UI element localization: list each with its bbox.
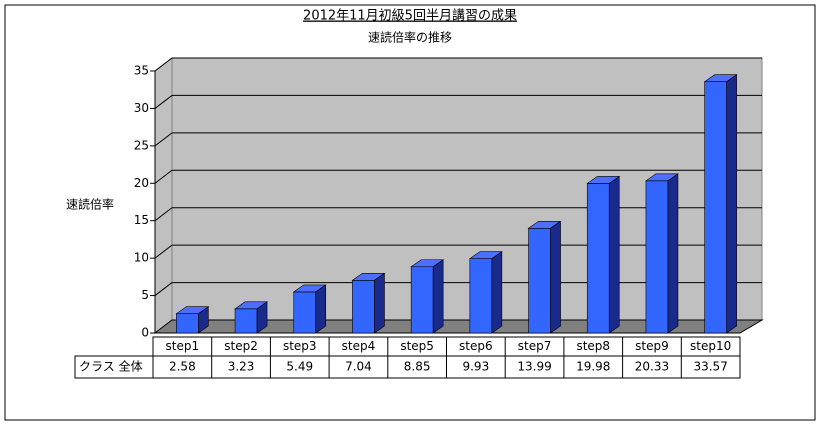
bar-side xyxy=(198,306,209,334)
bar xyxy=(293,291,317,334)
bar-side xyxy=(667,173,679,334)
grid-line xyxy=(154,95,173,109)
table-value: 33.57 xyxy=(693,360,727,374)
bar-side xyxy=(374,272,385,334)
x-tick-label: step10 xyxy=(690,339,731,353)
x-tick-label: step1 xyxy=(166,339,200,353)
table-value: 20.33 xyxy=(635,360,669,374)
x-tick-label: step2 xyxy=(224,339,258,353)
y-tick-label: 10 xyxy=(134,251,149,265)
chart-subtitle: 速読倍率の推移 xyxy=(368,30,452,45)
bar-side xyxy=(315,284,327,334)
bar-side xyxy=(432,259,444,334)
bar xyxy=(528,227,551,334)
x-tick-label: step6 xyxy=(459,339,493,353)
grid-line xyxy=(154,244,173,259)
bar xyxy=(645,180,669,334)
y-tick-label: 35 xyxy=(134,64,149,78)
table-border xyxy=(74,355,741,379)
table-value: 7.04 xyxy=(345,360,372,374)
legend-label: クラス 全体 xyxy=(79,359,143,374)
x-tick-label: step5 xyxy=(400,339,434,353)
table-value: 9.93 xyxy=(462,360,489,374)
grid-line xyxy=(154,282,173,296)
bar-side xyxy=(491,251,503,334)
table-value: 19.98 xyxy=(576,360,610,374)
x-tick-label: step7 xyxy=(518,339,552,353)
y-tick-label: 0 xyxy=(141,326,149,340)
x-tick-label: step4 xyxy=(342,339,376,353)
grid-line xyxy=(154,169,173,184)
side-wall xyxy=(154,56,173,335)
bar xyxy=(586,183,610,334)
y-tick-label: 20 xyxy=(134,176,149,190)
bar xyxy=(176,313,199,334)
y-tick-label: 30 xyxy=(134,101,149,115)
bar-side xyxy=(550,220,561,334)
bar xyxy=(410,266,434,334)
table-value: 8.85 xyxy=(404,360,431,374)
table-value: 5.49 xyxy=(286,360,313,374)
y-tick-label: 15 xyxy=(134,213,149,227)
grid-line xyxy=(154,132,173,147)
x-tick-label: step8 xyxy=(576,339,610,353)
chart-title: 2012年11月初級5回半月講習の成果 xyxy=(303,8,517,24)
bar-side xyxy=(726,74,737,334)
y-tick-label: 5 xyxy=(141,288,149,302)
table-value: 2.58 xyxy=(169,360,196,374)
bar xyxy=(704,81,727,334)
x-tick-label: step9 xyxy=(635,339,669,353)
grid-line xyxy=(154,207,173,222)
y-tick-label: 25 xyxy=(134,138,149,152)
y-axis-label: 速読倍率 xyxy=(66,197,114,212)
x-tick-label: step3 xyxy=(283,339,317,353)
bar xyxy=(469,258,493,334)
bar xyxy=(234,308,258,334)
grid-line xyxy=(154,57,173,72)
bar-side xyxy=(256,301,268,334)
table-value: 13.99 xyxy=(517,360,551,374)
table-value: 3.23 xyxy=(228,360,255,374)
bar xyxy=(352,280,375,334)
bar-side xyxy=(608,175,620,334)
